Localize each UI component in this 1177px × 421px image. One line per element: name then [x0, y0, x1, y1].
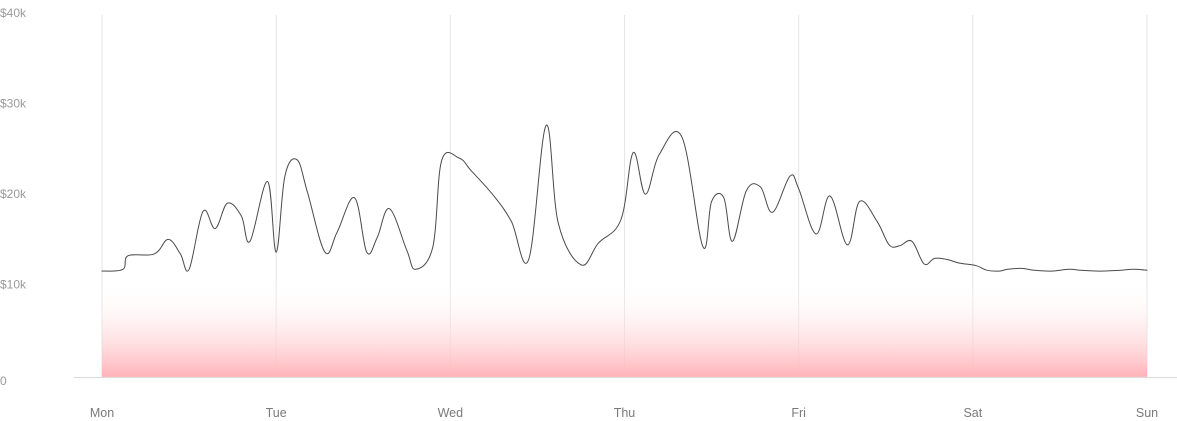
x-tick-label-wed: Wed: [438, 406, 464, 420]
x-tick-label-sat: Sat: [963, 406, 982, 420]
series-area-fill-0: [102, 125, 1147, 377]
x-axis-labels: Mon Tue Wed Thu Fri Sat Sun: [90, 406, 1158, 420]
series-line: [101, 124, 1148, 272]
y-tick-label: 0: [0, 374, 7, 388]
y-tick-label: $10k: [0, 278, 27, 292]
x-tick-label-fri: Fri: [791, 406, 806, 420]
y-axis-labels: 0 $10k $20k $30k $40k: [0, 6, 27, 388]
y-tick-label: $40k: [0, 6, 27, 20]
x-tick-label-tue: Tue: [266, 406, 287, 420]
y-tick-label: $30k: [0, 97, 27, 111]
y-tick-label: $20k: [0, 187, 27, 201]
x-tick-label-mon: Mon: [90, 406, 114, 420]
series-area: [102, 125, 1147, 377]
series-line-path-0: [101, 124, 1148, 272]
x-tick-label-sun: Sun: [1136, 406, 1158, 420]
x-tick-label-thu: Thu: [614, 406, 636, 420]
